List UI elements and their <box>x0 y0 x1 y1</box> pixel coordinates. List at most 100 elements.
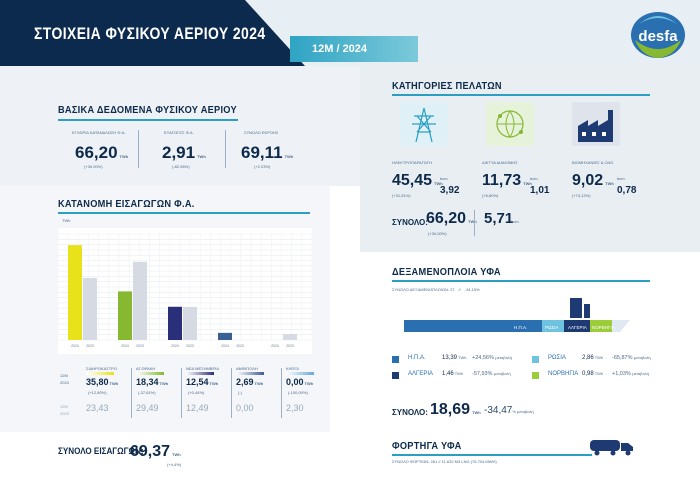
ship-label-norway: ΝΟΡΒΗΓΙΑ <box>592 325 615 330</box>
customer-bcm: 1,01 <box>530 185 550 196</box>
tankers-total-label: ΣΥΝΟΛΟ: <box>392 408 428 417</box>
header: ΣΤΟΙΧΕΙΑ ΦΥΣΙΚΟΥ ΑΕΡΙΟΥ 2024 12M / 2024 … <box>0 0 700 66</box>
tanker-value: 2,86TWh <box>582 355 604 361</box>
import-change: (-100,00%) <box>288 390 308 395</box>
customer-value: 9,02 TWh <box>572 172 614 189</box>
industry-icon-box <box>572 102 620 146</box>
tick-label: 2023 <box>286 344 294 348</box>
tanker-color-swatch <box>392 356 399 363</box>
bar-2023-2 <box>183 306 197 340</box>
customer-value: 11,73 TWh <box>482 172 532 189</box>
ship-chimney <box>570 298 582 318</box>
tick-label: 2023 <box>236 344 244 348</box>
customer-label: ΒΙΟΜΗΧΑΝΙΕΣ & CNG <box>572 160 614 165</box>
customer-label: ΗΛΕΚΤΡΟΠΑΡΑΓΩΓΗ <box>392 160 432 165</box>
customer-change: (+6,80%) <box>482 193 499 198</box>
ship-label-usa: Η.Π.Α. <box>514 325 527 330</box>
customers-title: ΚΑΤΗΓΟΡΙΕΣ ΠΕΛΑΤΩΝ <box>392 80 502 92</box>
imports-total-value: 69,37 TWh <box>130 443 181 460</box>
tick-label: 2024 <box>121 344 129 348</box>
bar-2024-1 <box>118 291 132 340</box>
basic-title-underline <box>58 119 238 121</box>
tick-label: 2024 <box>221 344 229 348</box>
import-value-2023: 12,49 <box>186 403 209 413</box>
divider <box>131 368 132 418</box>
customers-total-value: 66,20 TWh <box>426 210 477 227</box>
customer-change: (+74,12%) <box>572 193 591 198</box>
import-value-2024: 0,00TWh <box>286 377 314 387</box>
tanker-change: +24,56% μεταβολή <box>472 355 513 361</box>
tanker-value: 0,98TWh <box>582 371 604 377</box>
tanker-value: 1,46TWh <box>442 371 464 377</box>
ship-segment-russia <box>542 320 564 332</box>
customers-panel <box>360 66 700 252</box>
tankers-subtitle: ΣΥΝΟΛΟ ΔΕΞΑΜΕΝΟΠΛΟΙΩΝ: 27//-34,15% <box>392 287 480 292</box>
tankers-total-value: 18,69 TWh <box>430 401 481 418</box>
tick-label: 2024 <box>71 344 79 348</box>
divider <box>181 368 182 418</box>
tick-label: 2023 <box>86 344 94 348</box>
tick-label: 2024 <box>171 344 179 348</box>
power-icon-box <box>400 102 448 146</box>
row-label-2024: 12M 2024 <box>60 373 69 385</box>
basic-value: 69,11 TWh <box>241 143 294 162</box>
customer-value: 45,45 TWh <box>392 172 443 189</box>
tanker-change: -57,93% μεταβολή <box>472 371 511 377</box>
tick-label: 2023 <box>136 344 144 348</box>
divider <box>225 130 226 168</box>
import-change: (-) <box>238 390 242 395</box>
import-value-2024: 18,34TWh <box>136 377 169 387</box>
import-label: ΝΕΑ ΜΕΣΗΜΒΡΙΑ <box>186 366 219 371</box>
tanker-color-swatch <box>532 356 539 363</box>
ship-label-russia: ΡΩΣΙΑ <box>545 325 558 330</box>
customer-bcm: 0,78 <box>617 185 637 196</box>
period-tag: 12M / 2024 <box>290 36 418 62</box>
import-change: (+0,44%) <box>188 390 205 395</box>
row-label-2023: 12M 2023 <box>60 404 69 416</box>
ship-segment-usa <box>404 320 542 332</box>
import-color-bar <box>236 372 264 375</box>
customer-change: (+31,51%) <box>392 193 411 198</box>
import-change: (+12,80%) <box>88 390 107 395</box>
tankers-title: ΔΕΞΑΜΕΝΟΠΛΟΙΑ ΥΦΑ <box>392 266 501 278</box>
basic-value: 66,20 TWh <box>75 143 129 162</box>
ship-segment-norway <box>590 320 612 332</box>
import-value-2024: 2,69TWh <box>236 377 264 387</box>
divider <box>281 368 282 418</box>
bar-2024-2 <box>168 306 182 340</box>
import-value-2024: 35,80TWh <box>86 377 119 387</box>
import-label: ΚΗΠΟΙ <box>286 366 299 371</box>
page-title: ΣΤΟΙΧΕΙΑ ΦΥΣΙΚΟΥ ΑΕΡΙΟΥ 2024 <box>34 24 266 43</box>
customers-total-label: ΣΥΝΟΛΟ: <box>392 218 428 227</box>
import-value-2024: 12,54TWh <box>186 377 219 387</box>
basic-change: (+2,23%) <box>254 164 271 169</box>
import-color-bar <box>286 372 314 375</box>
basic-panel <box>0 66 360 186</box>
customers-total-change: (+30,00%) <box>428 231 447 236</box>
import-value-2023: 23,43 <box>86 403 109 413</box>
trucks-subtitle: ΣΥΝΟΛΟ ΦΟΡΤΙΩΝ: 261 // 11.632 M3 LNG (76… <box>392 459 497 464</box>
bar-2023-4 <box>283 333 297 340</box>
ship-label-algeria: ΑΛΓΕΡΙΑ <box>568 325 587 330</box>
tanker-label: ΑΛΓΕΡΙΑ <box>408 371 433 377</box>
imports-total: ΣΥΝΟΛΟ ΕΙΣΑΓΩΓΩΝ: <box>58 446 144 456</box>
tanker-change: +1,03% μεταβολή <box>612 371 649 377</box>
ship-segment-algeria <box>564 320 590 332</box>
factory-icon <box>578 110 613 142</box>
customer-bcm: 3,92 <box>440 185 460 196</box>
trucks-title: ΦΟΡΤΗΓΑ ΥΦΑ <box>392 440 462 452</box>
tick-label: 2023 <box>186 344 194 348</box>
customers-title-underline <box>392 94 650 96</box>
truck-icon <box>590 440 633 456</box>
imports-title-underline <box>58 212 310 214</box>
chart-area: 2024 2023 2024 2023 2024 2023 2024 2023 2024 2023 <box>58 228 312 354</box>
bar-2024-3 <box>218 332 232 340</box>
lng-ship-illustration: Η.Π.Α. ΡΩΣΙΑ ΑΛΓΕΡΙΑ ΝΟΡΒΗΓΙΑ <box>404 298 630 332</box>
import-change: (-37,81%) <box>138 390 156 395</box>
import-color-bar <box>186 372 214 375</box>
tanker-label: ΡΩΣΙΑ <box>548 355 566 361</box>
basic-value: 2,91 TWh <box>162 143 206 162</box>
chart-unit-label: TWh <box>62 218 71 223</box>
import-color-bar <box>136 372 164 375</box>
customer-bcm-unit: bcm <box>530 176 538 181</box>
